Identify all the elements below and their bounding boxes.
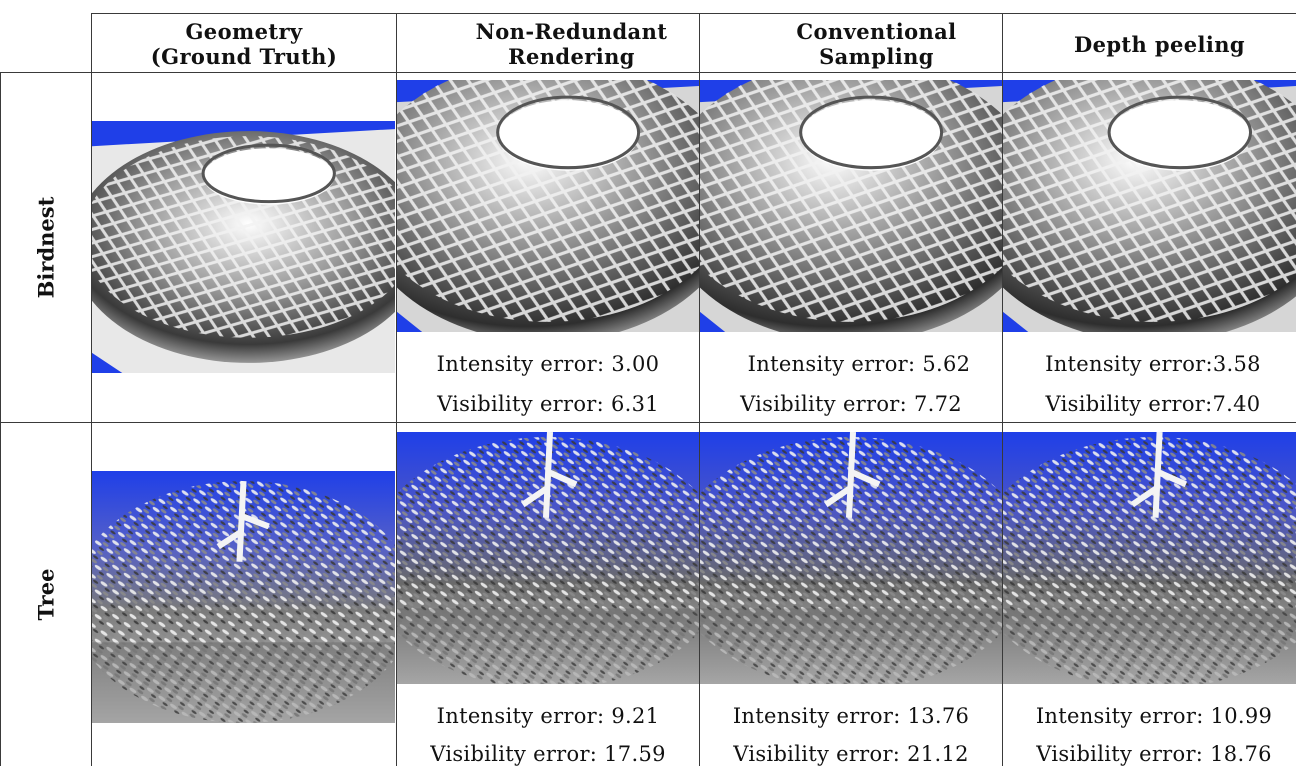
column-header-line: Conventional — [796, 19, 957, 44]
tree-intensity-error: Intensity error: 9.21 — [436, 704, 660, 728]
column-divider — [1002, 13, 1003, 766]
tree-render-conventional — [700, 432, 1002, 684]
birdnest-render-conventional — [700, 80, 1002, 332]
column-header-line: Non-Redundant — [475, 19, 668, 44]
tree-visibility-error: Visibility error: 18.76 — [1036, 742, 1272, 766]
birdnest-render-ground-truth — [92, 121, 395, 373]
column-divider — [91, 13, 92, 766]
birdnest-visibility-error: Visibility error: 6.31 — [437, 392, 659, 416]
tree-intensity-error: Intensity error: 13.76 — [732, 704, 970, 728]
column-header-line: Rendering — [508, 44, 635, 69]
birdnest-visibility-error: Visibility error:7.40 — [1045, 392, 1261, 416]
birdnest-intensity-error: Intensity error: 3.00 — [436, 352, 660, 376]
tree-render-ground-truth — [92, 471, 395, 723]
row-label-tree: Tree — [33, 568, 59, 621]
column-header-line: (Ground Truth) — [150, 44, 338, 69]
birdnest-intensity-error: Intensity error:3.58 — [1045, 352, 1261, 376]
column-header-depth-peeling: Depth peeling — [1003, 16, 1296, 72]
column-divider — [699, 13, 700, 766]
table-top-border — [91, 13, 1296, 14]
column-header-non-redundant: Non-Redundant Rendering — [420, 16, 723, 72]
column-header-line: Sampling — [819, 44, 934, 69]
tree-visibility-error: Visibility error: 21.12 — [733, 742, 969, 766]
tree-intensity-error: Intensity error: 10.99 — [1035, 704, 1273, 728]
tree-render-non-redundant — [397, 432, 699, 684]
row-divider — [0, 422, 1296, 423]
birdnest-render-depth-peeling — [1003, 80, 1296, 332]
column-divider — [0, 72, 1, 766]
tree-visibility-error: Visibility error: 17.59 — [430, 742, 666, 766]
tree-render-depth-peeling — [1003, 432, 1296, 684]
column-header-line: Geometry — [185, 19, 303, 44]
row-label-birdnest: Birdnest — [33, 196, 59, 299]
column-header-geometry: Geometry (Ground Truth) — [92, 16, 396, 72]
birdnest-render-non-redundant — [397, 80, 699, 332]
header-bottom-border — [0, 72, 1296, 73]
column-header-line: Depth peeling — [1073, 31, 1246, 57]
column-header-conventional: Conventional Sampling — [725, 16, 1028, 72]
column-divider — [396, 13, 397, 766]
birdnest-visibility-error: Visibility error: 7.72 — [740, 392, 962, 416]
birdnest-intensity-error: Intensity error: 5.62 — [747, 352, 971, 376]
